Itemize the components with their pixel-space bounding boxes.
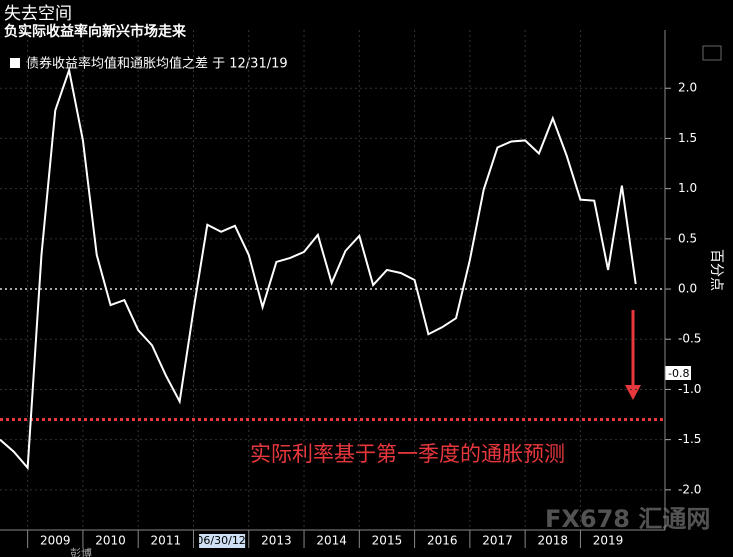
source: 彭博 (70, 546, 92, 557)
data-line (0, 66, 637, 471)
x-tick-label: 2016 (427, 534, 458, 548)
y-tick-label: -2.0 (678, 482, 701, 496)
watermark: FX678 汇通网 (545, 505, 710, 533)
x-tick-label: 2018 (538, 534, 569, 548)
y-tick-label: 2.0 (678, 81, 697, 95)
y-tick-label: -1.5 (678, 432, 701, 446)
y-tick-label: 0.5 (678, 231, 697, 245)
y-axis-label: 百分点 (708, 249, 724, 291)
chart-button[interactable] (702, 45, 722, 61)
x-tick-label: 2014 (316, 534, 347, 548)
x-tick-label: 2013 (261, 534, 292, 548)
value-tag (665, 366, 691, 380)
y-tick-label: 1.0 (678, 181, 697, 195)
x-tick-label: 2019 (593, 534, 624, 548)
legend-swatch (10, 58, 20, 68)
x-tick-label: 2015 (372, 534, 403, 548)
chart-subtitle: 负实际收益率向新兴市场走来 (4, 23, 187, 40)
y-tick-label: -0.5 (678, 332, 701, 346)
x-tick-label: 2010 (95, 534, 126, 548)
annotation: 实际利率基于第一季度的通胀预测 (250, 442, 565, 466)
y-tick-label: -1.0 (678, 382, 701, 396)
legend-label: 债券收益率均值和通胀均值之差 于 12/31/19 (26, 56, 288, 72)
x-tick-label: 2017 (482, 534, 513, 548)
x-tick-label: 06/30/12 (196, 534, 245, 547)
date-highlight (199, 534, 246, 548)
x-tick-label: 2009 (40, 534, 71, 548)
y-tick-label: 0.0 (678, 282, 697, 296)
value-tag-label: -0.8 (668, 367, 689, 380)
arrow-head (625, 385, 641, 400)
x-tick-label: 2011 (151, 534, 182, 548)
y-tick-label: 1.5 (678, 131, 697, 145)
chart-title: 失去空间 (4, 4, 72, 24)
